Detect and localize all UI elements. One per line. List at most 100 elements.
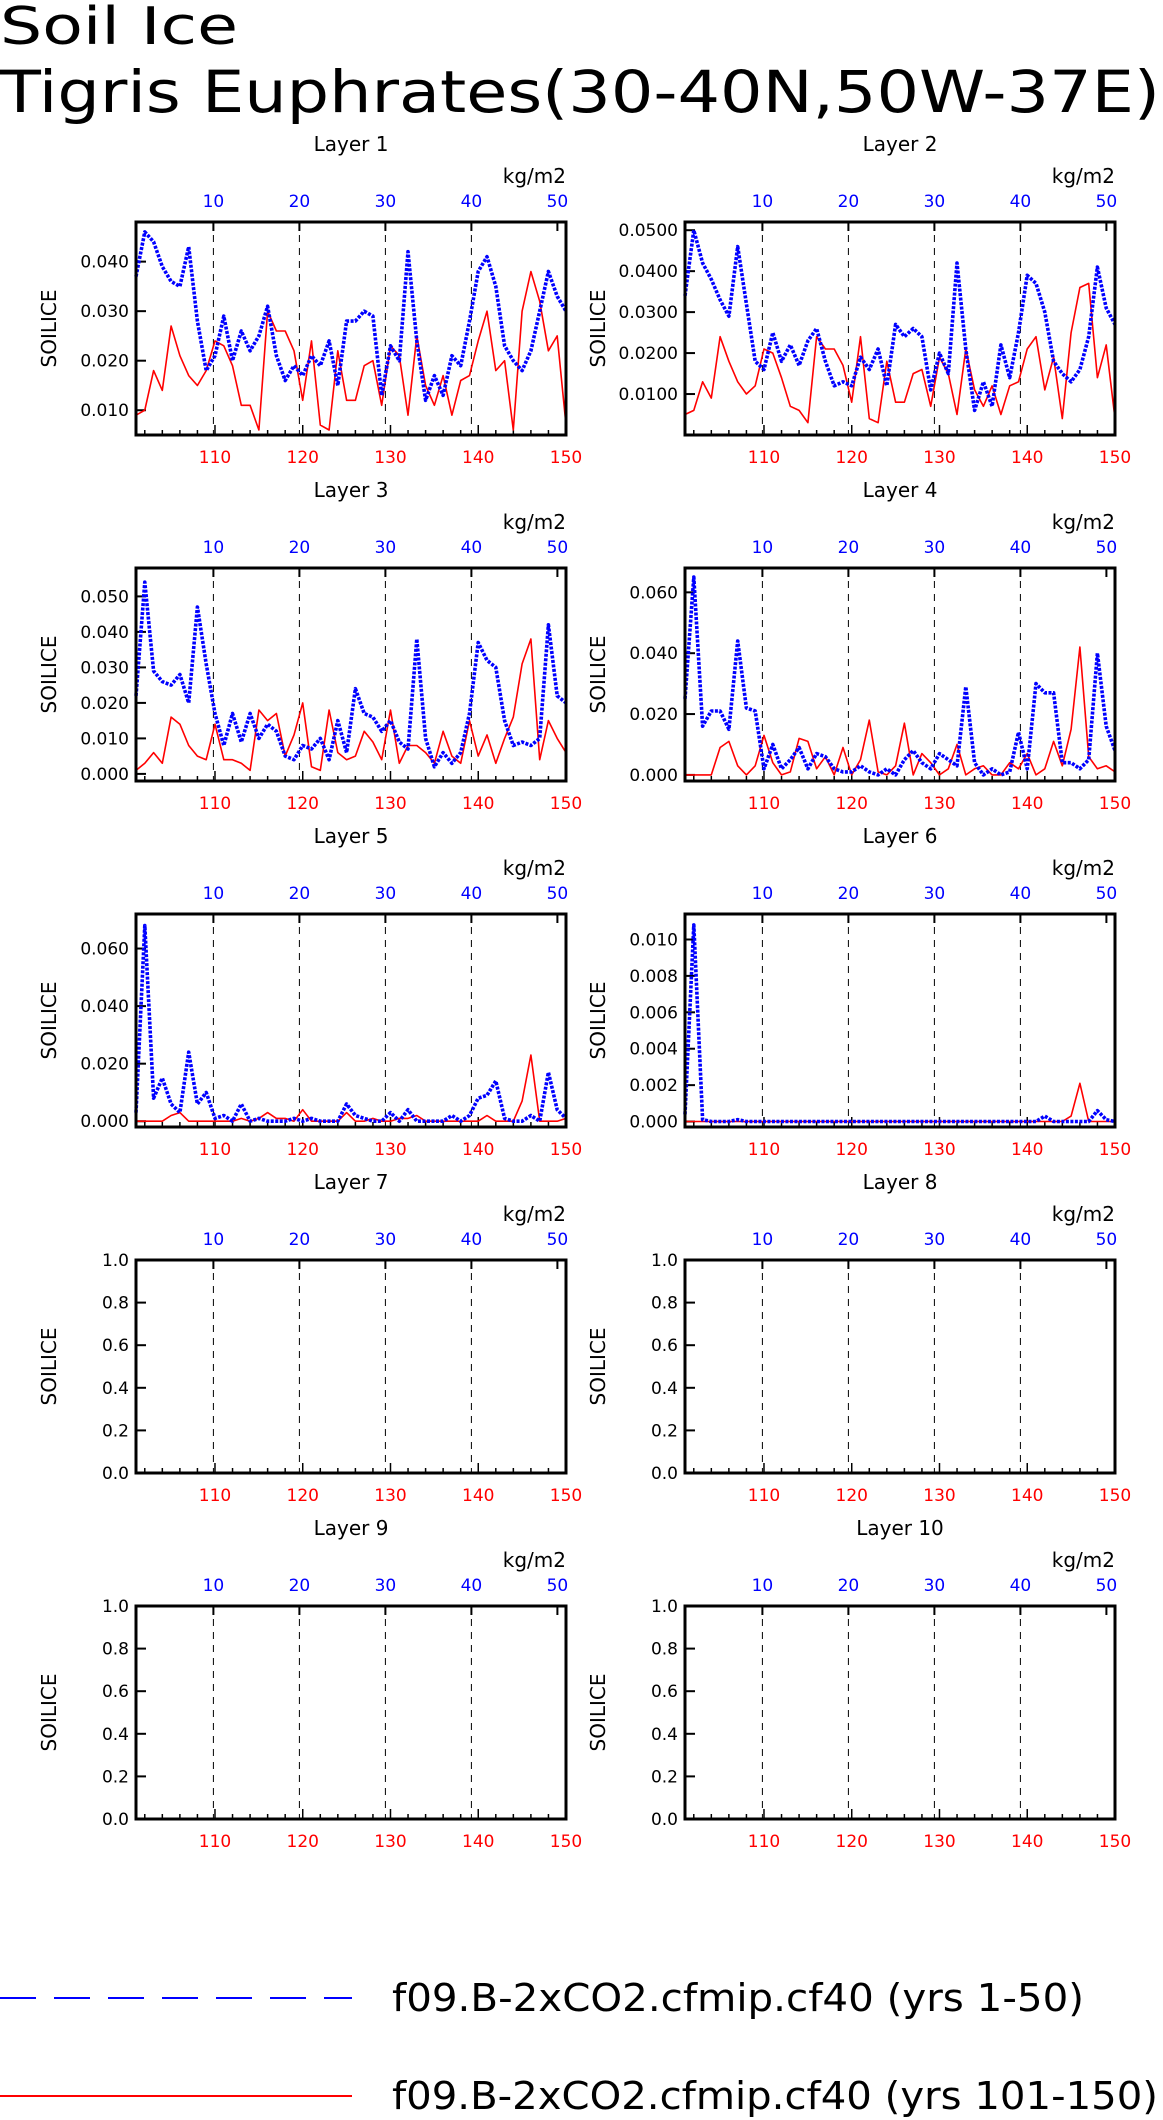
bottom-tick-label: 150 — [550, 1140, 582, 1160]
top-axis-unit: kg/m2 — [1052, 1548, 1115, 1572]
top-tick-label: 50 — [1096, 538, 1118, 558]
y-tick-label: 0.8 — [651, 1294, 678, 1314]
y-axis-label: SOILICE — [37, 290, 61, 368]
plot-frame — [134, 912, 568, 1129]
top-axis-unit: kg/m2 — [1052, 856, 1115, 880]
top-axis-unit: kg/m2 — [503, 164, 566, 188]
y-tick-label: 0.2 — [651, 1421, 678, 1441]
y-tick-label: 0.4 — [651, 1725, 678, 1745]
y-tick-label: 0.006 — [629, 1003, 678, 1023]
top-tick-label: 20 — [838, 538, 860, 558]
bottom-tick-label: 120 — [836, 448, 868, 468]
bottom-tick-label: 150 — [550, 448, 582, 468]
bottom-tick-label: 140 — [462, 448, 494, 468]
top-tick-label: 30 — [924, 1576, 946, 1596]
bottom-tick-label: 130 — [923, 1140, 955, 1160]
panel-title: Layer 9 — [314, 1516, 389, 1540]
top-tick-label: 10 — [752, 1576, 774, 1596]
y-tick-label: 0.8 — [102, 1640, 129, 1660]
series-line-yrs-1-50 — [683, 575, 1117, 777]
y-axis-label: SOILICE — [586, 1328, 610, 1406]
y-tick-label: 0.010 — [629, 930, 678, 950]
top-tick-label: 10 — [203, 538, 225, 558]
top-tick-label: 10 — [203, 884, 225, 904]
series-line-yrs-1-50 — [134, 580, 568, 769]
panel-title: Layer 7 — [314, 1170, 389, 1194]
top-tick-label: 40 — [461, 192, 483, 212]
top-axis-unit: kg/m2 — [503, 1548, 566, 1572]
y-tick-label: 0.2 — [102, 1767, 129, 1787]
bottom-tick-label: 120 — [836, 794, 868, 814]
y-tick-label: 0.000 — [629, 1113, 678, 1133]
top-tick-label: 50 — [1096, 1576, 1118, 1596]
legend-label: f09.B-2xCO2.cfmip.cf40 (yrs 101-150) — [392, 2074, 1158, 2118]
top-tick-label: 50 — [547, 538, 569, 558]
bottom-tick-label: 140 — [1011, 794, 1043, 814]
chart-panel: Layer 3 kg/m2 SOILICE 10 20 30 40 50 110 120 130 14… — [37, 478, 582, 814]
top-axis-unit: kg/m2 — [1052, 510, 1115, 534]
chart-panel: Layer 2 kg/m2 SOILICE 10 20 30 40 50 110 120 130 14… — [586, 132, 1131, 468]
bottom-tick-label: 150 — [1099, 794, 1131, 814]
top-tick-label: 30 — [375, 538, 397, 558]
bottom-tick-label: 120 — [836, 1832, 868, 1852]
series-line-yrs-1-50 — [134, 230, 568, 403]
top-tick-label: 40 — [1010, 1230, 1032, 1250]
series-line-yrs-101-150 — [684, 282, 1116, 424]
legend: f09.B-2xCO2.cfmip.cf40 (yrs 1-50) f09.B-2… — [0, 1976, 1158, 2118]
top-tick-label: 50 — [547, 192, 569, 212]
y-tick-label: 0.6 — [651, 1682, 678, 1702]
y-tick-label: 1.0 — [651, 1597, 678, 1617]
y-axis-label: SOILICE — [37, 1674, 61, 1752]
y-tick-label: 0.020 — [80, 1055, 129, 1075]
bottom-tick-label: 150 — [1099, 1140, 1131, 1160]
top-tick-label: 20 — [289, 1230, 311, 1250]
plot-frame — [683, 566, 1117, 783]
plot-frame — [134, 220, 568, 437]
top-tick-label: 30 — [375, 884, 397, 904]
bottom-tick-label: 140 — [1011, 1140, 1043, 1160]
top-tick-label: 20 — [289, 538, 311, 558]
y-tick-label: 1.0 — [102, 1251, 129, 1271]
y-tick-label: 0.030 — [80, 658, 129, 678]
top-axis-unit: kg/m2 — [503, 856, 566, 880]
bottom-tick-label: 120 — [287, 1140, 319, 1160]
bottom-tick-label: 140 — [462, 1140, 494, 1160]
top-tick-label: 20 — [289, 884, 311, 904]
y-tick-label: 0.0100 — [619, 385, 678, 405]
top-tick-label: 20 — [289, 1576, 311, 1596]
top-tick-label: 40 — [1010, 538, 1032, 558]
top-tick-label: 30 — [924, 538, 946, 558]
y-tick-label: 0.000 — [80, 765, 129, 785]
top-tick-label: 50 — [547, 1230, 569, 1250]
bottom-tick-label: 120 — [287, 794, 319, 814]
figure-subtitle: Tigris Euphrates(30-40N,50W-37E) — [0, 58, 1160, 126]
y-tick-label: 0.0 — [651, 1810, 678, 1830]
top-tick-label: 20 — [838, 192, 860, 212]
bottom-tick-label: 130 — [923, 448, 955, 468]
top-tick-label: 10 — [752, 192, 774, 212]
y-tick-label: 0.040 — [80, 253, 129, 273]
bottom-tick-label: 110 — [199, 794, 231, 814]
bottom-tick-label: 120 — [287, 448, 319, 468]
panel-title: Layer 1 — [314, 132, 389, 156]
top-tick-label: 40 — [1010, 884, 1032, 904]
y-tick-label: 0.010 — [80, 729, 129, 749]
bottom-tick-label: 120 — [287, 1832, 319, 1852]
chart-panel: Layer 1 kg/m2 SOILICE 10 20 30 40 50 110 120 130 14… — [37, 132, 582, 468]
bottom-tick-label: 130 — [923, 794, 955, 814]
y-tick-label: 0.0400 — [619, 262, 678, 282]
bottom-tick-label: 110 — [199, 1486, 231, 1506]
top-tick-label: 40 — [1010, 192, 1032, 212]
y-tick-label: 0.020 — [80, 352, 129, 372]
series-line-yrs-1-50 — [134, 923, 568, 1123]
series-line-yrs-101-150 — [685, 1082, 1115, 1123]
bottom-tick-label: 140 — [1011, 1832, 1043, 1852]
chart-panel: Layer 4 kg/m2 SOILICE 10 20 30 40 50 110 120 130 14… — [586, 478, 1131, 814]
panel-title: Layer 10 — [856, 1516, 944, 1540]
y-tick-label: 0.040 — [80, 623, 129, 643]
y-tick-label: 0.050 — [80, 587, 129, 607]
bottom-tick-label: 150 — [550, 1832, 582, 1852]
top-axis-unit: kg/m2 — [503, 1202, 566, 1226]
y-tick-label: 0.4 — [102, 1379, 129, 1399]
top-axis-unit: kg/m2 — [503, 510, 566, 534]
